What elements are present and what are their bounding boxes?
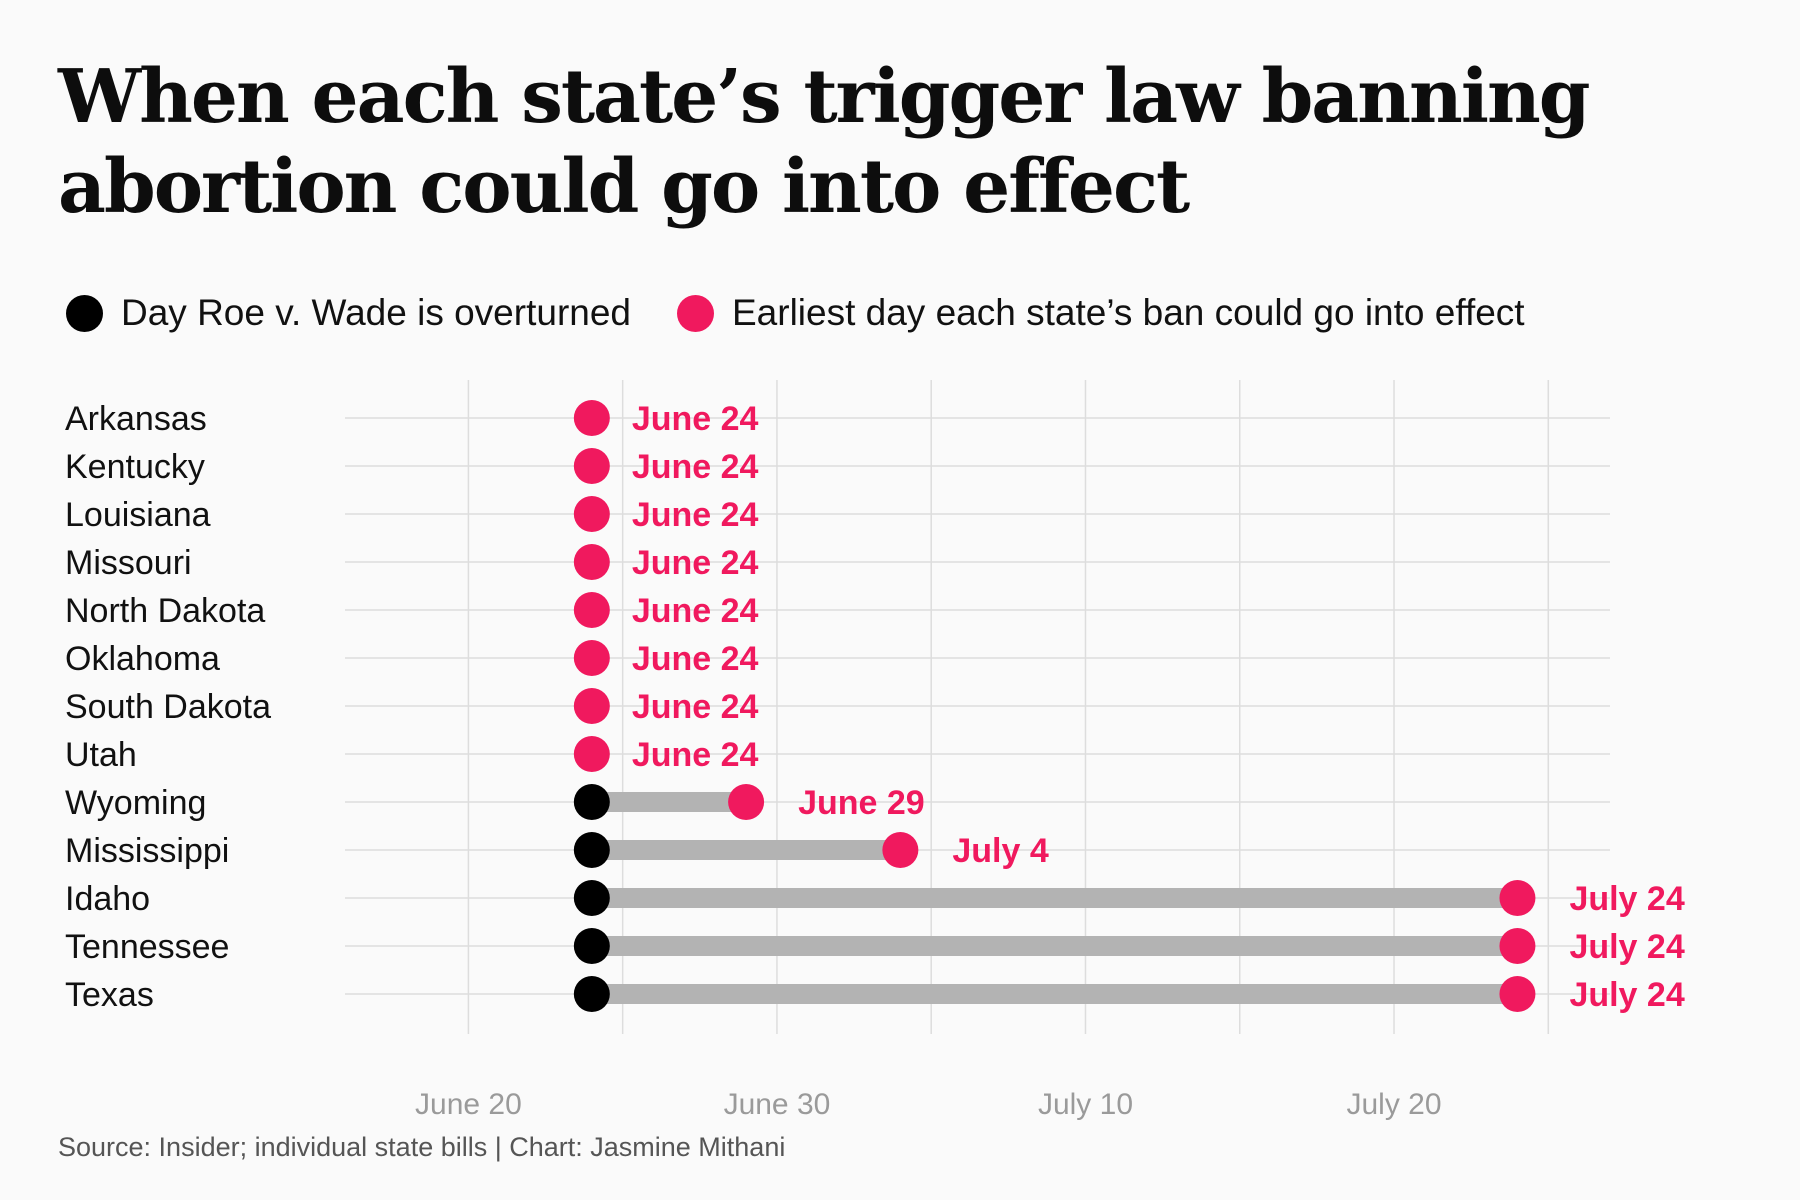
earliest-point [573, 688, 610, 724]
state-label: Louisiana [65, 496, 211, 534]
state-label: Tennessee [65, 928, 229, 966]
x-tick-label: July 20 [1346, 1088, 1441, 1120]
x-tick-label: July 10 [1038, 1088, 1133, 1120]
legend-dot-earliest [677, 294, 714, 332]
legend-item-earliest: Earliest day each state’s ban could go i… [677, 292, 1525, 334]
date-label: June 29 [798, 784, 925, 822]
date-label: June 24 [632, 688, 759, 726]
state-label: Texas [65, 976, 154, 1014]
state-label: Oklahoma [65, 640, 220, 678]
state-label: Missouri [65, 544, 192, 582]
x-tick-label: June 20 [415, 1088, 522, 1120]
earliest-point [573, 544, 610, 580]
earliest-point [573, 592, 610, 628]
date-label: June 24 [632, 640, 759, 678]
earliest-point [728, 784, 765, 820]
overturned-point [573, 880, 610, 916]
date-label: June 24 [632, 400, 759, 438]
earliest-point [573, 640, 610, 676]
state-label: Mississippi [65, 832, 229, 870]
overturned-point [573, 928, 610, 964]
chart-title: When each state’s trigger law banning ab… [58, 54, 1591, 230]
legend-dot-overturned [66, 294, 103, 332]
date-label: July 24 [1569, 880, 1684, 918]
state-label: North Dakota [65, 592, 265, 630]
earliest-point [882, 832, 919, 868]
state-label: South Dakota [65, 688, 271, 726]
overturned-point [573, 976, 610, 1012]
earliest-point [573, 400, 610, 436]
earliest-point [573, 736, 610, 772]
legend: Day Roe v. Wade is overturned Earliest d… [66, 290, 1571, 336]
x-tick-label: June 30 [724, 1088, 831, 1120]
earliest-point [1499, 928, 1536, 964]
dumbbell-chart: June 20 June 30 July 10 July 20 Arkansas June… [65, 380, 1685, 1120]
state-label: Kentucky [65, 448, 205, 486]
source-credit: Source: Insider; individual state bills … [58, 1132, 786, 1162]
date-label: June 24 [632, 448, 759, 486]
overturned-point [573, 832, 610, 868]
state-label: Arkansas [65, 400, 207, 438]
legend-item-overturned: Day Roe v. Wade is overturned [66, 292, 631, 334]
earliest-point [573, 496, 610, 532]
date-label: July 24 [1569, 976, 1684, 1014]
earliest-point [573, 448, 610, 484]
date-label: June 24 [632, 496, 759, 534]
date-label: June 24 [632, 736, 759, 774]
state-label: Idaho [65, 880, 150, 918]
earliest-point [1499, 976, 1536, 1012]
state-label: Utah [65, 736, 137, 774]
state-label: Wyoming [65, 784, 206, 822]
date-label: June 24 [632, 544, 759, 582]
date-label: June 24 [632, 592, 759, 630]
earliest-point [1499, 880, 1536, 916]
legend-label-overturned: Day Roe v. Wade is overturned [121, 292, 631, 333]
date-label: July 24 [1569, 928, 1684, 966]
legend-label-earliest: Earliest day each state’s ban could go i… [732, 292, 1525, 333]
overturned-point [573, 784, 610, 820]
date-label: July 4 [952, 832, 1048, 870]
